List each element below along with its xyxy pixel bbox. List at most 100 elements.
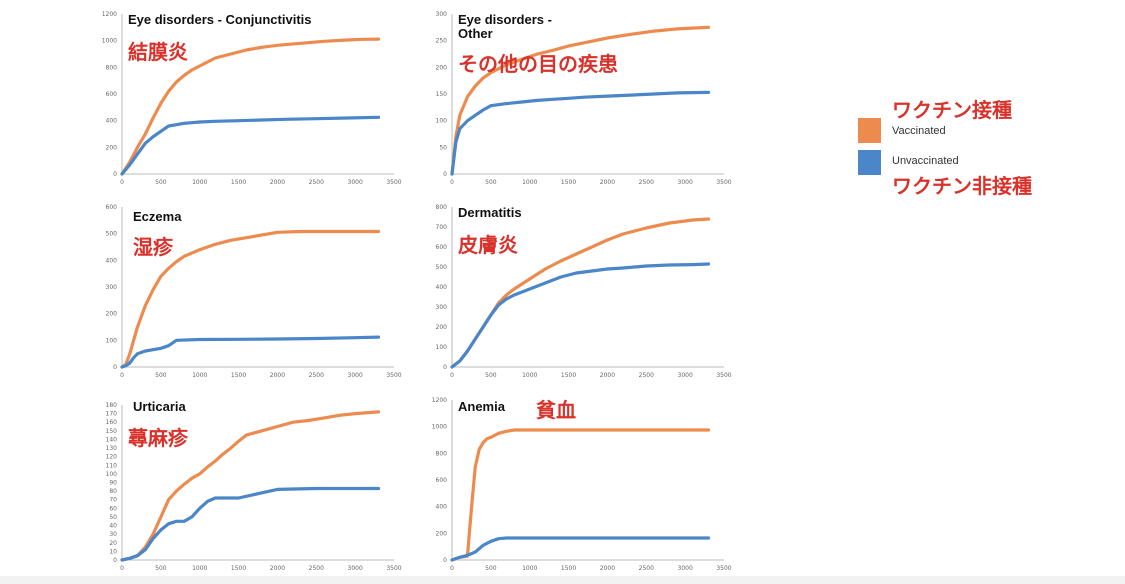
data-point-unvaccinated xyxy=(466,349,469,353)
y-tick-label: 400 xyxy=(106,118,118,125)
data-point-unvaccinated xyxy=(629,93,632,97)
data-point-vaccinated xyxy=(471,498,474,502)
data-point-unvaccinated xyxy=(606,536,609,540)
data-point-unvaccinated xyxy=(474,550,477,554)
data-point-vaccinated xyxy=(276,44,279,47)
chart-title: Urticaria xyxy=(133,399,186,414)
y-tick-label: 600 xyxy=(106,91,118,98)
data-point-vaccinated xyxy=(245,48,248,52)
data-point-unvaccinated xyxy=(136,554,139,557)
data-point-vaccinated xyxy=(276,425,279,428)
x-tick-label: 2000 xyxy=(600,179,615,186)
series-line-unvaccinated xyxy=(120,115,381,176)
data-point-vaccinated xyxy=(167,90,170,93)
data-point-unvaccinated xyxy=(621,266,625,270)
x-tick-label: 0 xyxy=(120,565,124,572)
x-tick-label: 1500 xyxy=(561,565,576,572)
data-point-vaccinated xyxy=(621,232,625,236)
data-point-vaccinated xyxy=(206,465,209,469)
y-tick-label: 170 xyxy=(106,411,118,418)
data-point-vaccinated xyxy=(707,428,710,432)
data-point-unvaccinated xyxy=(474,337,477,341)
data-point-vaccinated xyxy=(481,441,485,444)
data-point-vaccinated xyxy=(221,452,225,456)
data-point-unvaccinated xyxy=(276,488,279,491)
data-point-unvaccinated xyxy=(190,515,194,519)
data-point-vaccinated xyxy=(466,95,469,98)
x-tick-label: 1000 xyxy=(192,179,207,186)
chart-title: Dermatitis xyxy=(458,205,522,220)
data-point-unvaccinated xyxy=(450,172,454,176)
y-tick-label: 100 xyxy=(106,471,118,478)
data-point-unvaccinated xyxy=(505,102,508,105)
data-point-unvaccinated xyxy=(377,116,380,119)
bottom-band xyxy=(0,576,1125,584)
data-point-vaccinated xyxy=(159,515,163,519)
data-point-vaccinated xyxy=(544,428,547,432)
y-tick-label: 70 xyxy=(109,497,117,504)
data-point-vaccinated xyxy=(353,230,357,233)
data-point-unvaccinated xyxy=(124,364,128,367)
data-point-unvaccinated xyxy=(120,365,124,369)
data-point-unvaccinated xyxy=(136,352,139,355)
y-tick-label: 100 xyxy=(436,344,448,351)
data-point-vaccinated xyxy=(505,293,508,297)
data-point-vaccinated xyxy=(214,243,217,246)
data-point-vaccinated xyxy=(229,446,232,450)
y-tick-label: 500 xyxy=(106,231,118,238)
x-tick-label: 1500 xyxy=(231,565,246,572)
data-point-unvaccinated xyxy=(167,124,170,128)
data-point-vaccinated xyxy=(481,76,485,80)
chart-svg: 0 500 1000 1500 2000 2500 3000 3500 0 100 200 300 40… xyxy=(436,204,732,379)
legend-label-vaccinated: Vaccinated xyxy=(892,125,946,137)
data-point-vaccinated xyxy=(629,33,632,36)
data-point-vaccinated xyxy=(182,483,186,486)
y-tick-label: 20 xyxy=(109,540,117,547)
data-point-vaccinated xyxy=(330,230,334,233)
y-tick-label: 300 xyxy=(436,11,448,18)
data-point-vaccinated xyxy=(276,231,279,234)
data-point-vaccinated xyxy=(214,459,217,463)
data-point-vaccinated xyxy=(175,489,178,493)
data-point-unvaccinated xyxy=(128,557,131,560)
data-point-vaccinated xyxy=(229,239,232,242)
data-point-unvaccinated xyxy=(676,91,679,95)
x-tick-label: 1500 xyxy=(561,372,576,379)
x-tick-label: 0 xyxy=(450,179,454,186)
y-tick-label: 700 xyxy=(436,224,448,231)
data-point-unvaccinated xyxy=(512,536,516,540)
x-tick-label: 3500 xyxy=(386,565,401,572)
y-tick-label: 40 xyxy=(109,523,117,530)
data-point-vaccinated xyxy=(590,428,594,432)
data-point-unvaccinated xyxy=(481,325,485,329)
data-point-unvaccinated xyxy=(260,491,264,495)
y-tick-label: 80 xyxy=(109,488,117,495)
y-tick-label: 600 xyxy=(436,244,448,251)
data-point-vaccinated xyxy=(151,288,155,291)
data-point-unvaccinated xyxy=(151,348,155,351)
y-tick-label: 600 xyxy=(106,204,118,211)
x-tick-label: 500 xyxy=(485,179,497,186)
data-point-unvaccinated xyxy=(315,487,318,490)
x-tick-label: 3000 xyxy=(678,565,693,572)
data-point-unvaccinated xyxy=(198,507,201,510)
data-point-vaccinated xyxy=(707,26,710,29)
x-tick-label: 2000 xyxy=(600,565,615,572)
data-point-unvaccinated xyxy=(159,347,163,350)
y-tick-label: 200 xyxy=(436,64,448,71)
x-tick-label: 3000 xyxy=(348,179,363,186)
data-point-unvaccinated xyxy=(175,520,178,523)
data-point-unvaccinated xyxy=(151,135,155,138)
y-tick-label: 120 xyxy=(106,454,118,461)
data-point-vaccinated xyxy=(159,102,163,105)
y-tick-label: 150 xyxy=(106,428,118,435)
data-point-vaccinated xyxy=(151,116,155,120)
data-point-unvaccinated xyxy=(668,263,671,267)
data-point-vaccinated xyxy=(190,68,194,72)
data-point-vaccinated xyxy=(322,416,326,420)
data-point-vaccinated xyxy=(214,56,217,60)
data-point-unvaccinated xyxy=(606,267,609,271)
data-point-vaccinated xyxy=(559,259,562,263)
data-point-unvaccinated xyxy=(159,528,163,532)
